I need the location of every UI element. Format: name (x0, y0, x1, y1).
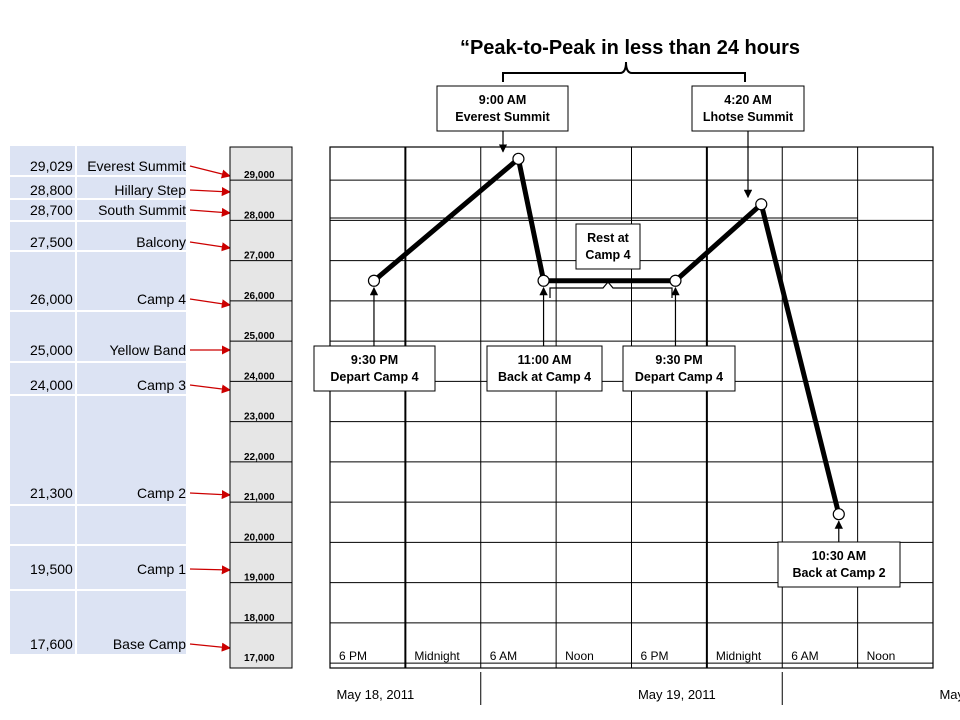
landmark-arrow (189, 642, 231, 652)
y-tick-label: 26,000 (244, 291, 275, 302)
rest-bracket (549, 281, 673, 298)
y-tick-label: 23,000 (244, 412, 275, 423)
annotation-line1: 9:00 AM (479, 93, 526, 107)
landmark-name: Yellow Band (109, 342, 186, 358)
annotation-callout: 9:30 PM Depart Camp 4 (313, 286, 436, 392)
x-tick-label: Midnight (414, 649, 460, 663)
landmark-panel (10, 146, 186, 654)
annotation-line1: 9:30 PM (655, 353, 702, 367)
annotation-line1: 9:30 PM (351, 353, 398, 367)
annotation-line2: Depart Camp 4 (635, 370, 723, 384)
y-tick-label: 28,000 (244, 210, 275, 221)
annotation-line2: Depart Camp 4 (330, 370, 418, 384)
annotation-line1: 4:20 AM (724, 93, 771, 107)
landmark-altitude: 26,000 (30, 291, 73, 307)
landmark-altitude: 29,029 (30, 158, 73, 174)
y-tick-label: 27,000 (244, 251, 275, 262)
annotation-box (622, 345, 736, 392)
landmark-name: Balcony (136, 234, 186, 250)
x-tick-label: 6 AM (791, 649, 818, 663)
x-tick-label: 6 AM (490, 649, 517, 663)
landmark-altitude: 17,600 (30, 636, 73, 652)
annotation-line1: 10:30 AM (812, 549, 866, 563)
data-point (512, 152, 525, 165)
annotation-line2: Everest Summit (455, 110, 550, 124)
altitude-tick-column (229, 146, 293, 669)
landmark-arrow (189, 565, 231, 575)
y-tick-label: 20,000 (244, 532, 275, 543)
landmark-name: South Summit (98, 202, 186, 218)
y-tick-label: 19,000 (244, 573, 275, 584)
y-tick-label: 22,000 (244, 452, 275, 463)
annotation-line1: 11:00 AM (518, 353, 572, 367)
y-tick-label: 24,000 (244, 371, 275, 382)
landmark-name: Everest Summit (87, 158, 186, 174)
y-tick-label: 29,000 (244, 170, 275, 181)
landmark-arrow (189, 241, 231, 252)
landmark-name: Hillary Step (114, 182, 186, 198)
series-line (372, 156, 842, 515)
date-label: May 19, 2011 (638, 687, 716, 702)
landmark-altitude: 28,800 (30, 182, 73, 198)
data-point (537, 274, 550, 287)
annotation-line1: Rest at (587, 231, 630, 245)
date-label: May 18, 2011 (336, 687, 414, 702)
y-tick-label: 21,000 (244, 492, 275, 503)
landmark-altitude: 19,500 (30, 561, 73, 577)
annotation-box (436, 85, 569, 132)
annotation-callout: Rest at Camp 4 (575, 223, 641, 270)
landmark-altitude: 27,500 (30, 234, 73, 250)
x-tick-label: Noon (565, 649, 594, 663)
peak-to-peak-bracket (502, 61, 746, 82)
data-point (755, 198, 768, 211)
landmark-arrow (189, 490, 231, 500)
annotation-box (313, 345, 436, 392)
data-point (367, 274, 381, 287)
landmark-arrow (189, 165, 231, 179)
landmark-altitude: 25,000 (30, 342, 73, 358)
landmark-arrow (189, 298, 231, 309)
annotation-callout: 10:30 AM Back at Camp 2 (777, 520, 901, 588)
annotation-callout: 9:00 AM Everest Summit (436, 85, 569, 153)
y-tick-label: 25,000 (244, 331, 275, 342)
x-tick-label: 6 PM (339, 649, 367, 663)
landmark-name: Camp 1 (137, 561, 186, 577)
landmark-name: Camp 4 (137, 291, 186, 307)
landmark-altitude: 24,000 (30, 377, 73, 393)
date-label: May 20, 2011 (939, 687, 960, 702)
y-tick-label: 17,000 (244, 653, 275, 664)
landmark-name: Camp 3 (137, 377, 186, 393)
data-point (832, 508, 845, 521)
landmark-arrow (189, 187, 231, 197)
annotation-box (486, 345, 603, 392)
landmark-arrow (189, 207, 231, 217)
annotation-box (575, 223, 641, 270)
chart-title: “Peak-to-Peak in less than 24 hours (460, 37, 800, 59)
x-tick-label: Midnight (716, 649, 762, 663)
landmark-altitude: 28,700 (30, 202, 73, 218)
x-tick-label: 6 PM (641, 649, 669, 663)
y-tick-label: 18,000 (244, 613, 275, 624)
annotation-box (777, 541, 901, 588)
annotation-line2: Back at Camp 2 (792, 566, 885, 580)
annotation-line2: Camp 4 (585, 248, 630, 262)
landmark-altitude: 21,300 (30, 485, 73, 501)
data-point (669, 274, 682, 287)
annotation-box (691, 85, 805, 132)
annotation-callout: 11:00 AM Back at Camp 4 (486, 286, 603, 392)
landmark-name: Camp 2 (137, 485, 186, 501)
annotation-line2: Lhotse Summit (703, 110, 794, 124)
annotation-callout: 4:20 AM Lhotse Summit (691, 85, 805, 199)
landmark-name: Base Camp (113, 636, 186, 652)
annotation-line2: Back at Camp 4 (498, 370, 591, 384)
annotation-callout: 9:30 PM Depart Camp 4 (622, 286, 736, 392)
landmark-arrow (189, 384, 231, 394)
x-tick-label: Noon (867, 649, 896, 663)
